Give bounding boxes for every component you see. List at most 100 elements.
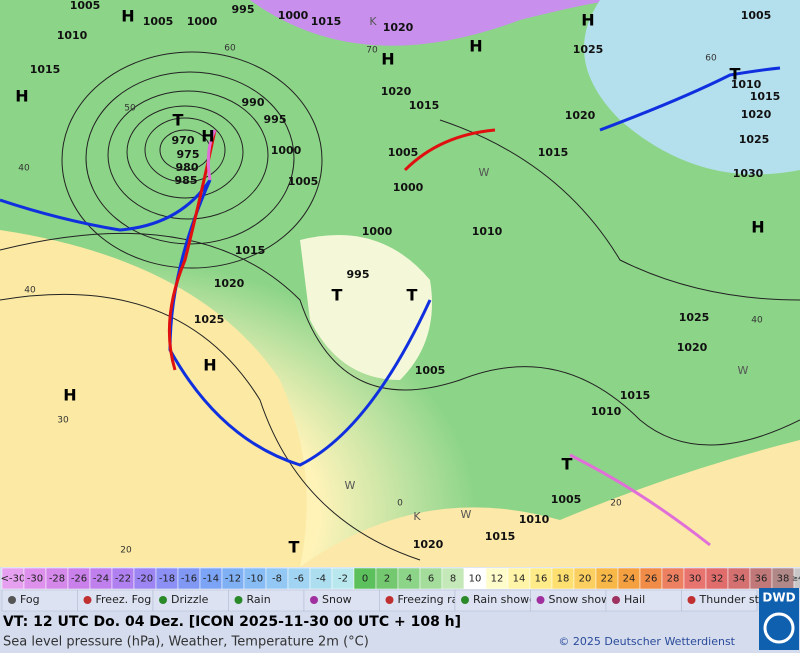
scale-label: 20 — [579, 574, 592, 585]
weather-symbol — [159, 596, 167, 604]
pressure-label: 1010 — [731, 78, 762, 91]
pressure-label: 1000 — [187, 15, 218, 28]
pressure-center: T — [173, 111, 184, 130]
grid-label: 40 — [24, 286, 36, 296]
weather-label: Snow — [322, 593, 352, 606]
logo-box — [759, 588, 799, 650]
pressure-label: 1005 — [70, 0, 101, 12]
weather-symbol — [234, 596, 243, 604]
scale-label: 10 — [469, 574, 482, 585]
weather-symbol — [310, 596, 318, 604]
pressure-label: 1005 — [741, 9, 772, 22]
scale-label: -2 — [338, 574, 348, 585]
pressure-label: 1025 — [679, 311, 710, 324]
grid-label: 40 — [751, 316, 763, 326]
pressure-label: 1005 — [388, 146, 419, 159]
copyright: © 2025 Deutscher Wetterdienst — [558, 635, 735, 648]
pressure-center: T — [730, 65, 741, 84]
weather-symbol — [612, 596, 620, 604]
grid-label: 20 — [610, 499, 622, 509]
weather-symbol — [83, 596, 92, 604]
warm-front — [167, 129, 217, 371]
grid-label: 40 — [18, 164, 30, 174]
weather-symbol — [536, 596, 545, 604]
pressure-center: H — [63, 386, 76, 405]
pressure-center: T — [289, 538, 300, 557]
pressure-label: 1025 — [739, 133, 770, 146]
scale-label: -8 — [272, 574, 282, 585]
pressure-label: 1015 — [485, 530, 516, 543]
pressure-center: H — [121, 7, 134, 26]
scale-label: 30 — [689, 574, 702, 585]
wind-marker: W — [345, 479, 356, 492]
weather-label: Drizzle — [171, 593, 209, 606]
pressure-center: H — [751, 218, 764, 237]
scale-label: 18 — [557, 574, 570, 585]
pressure-label: 1020 — [413, 538, 444, 551]
pressure-label: 975 — [177, 148, 200, 161]
pressure-label: 1015 — [409, 99, 440, 112]
color-swatch — [793, 567, 800, 590]
scale-label: -20 — [137, 574, 153, 585]
scale-label: 28 — [667, 574, 680, 585]
weather-symbol — [687, 596, 696, 604]
scale-label: 2 — [384, 574, 390, 585]
mild-area — [300, 235, 432, 380]
wind-marker: W — [738, 364, 749, 377]
grid-label: 60 — [705, 54, 717, 64]
scale-label: -18 — [159, 574, 175, 585]
grid-label: 50 — [124, 104, 136, 114]
pressure-label: 1030 — [733, 167, 764, 180]
pressure-label: 1015 — [538, 146, 569, 159]
valid-time: VT: 12 UTC Do. 04 Dez. [ICON 2025-11-30 … — [3, 614, 461, 630]
scale-label: 0 — [362, 574, 368, 585]
scale-label: 6 — [428, 574, 434, 585]
wind-marker: K — [369, 15, 377, 28]
grid-label: 70 — [366, 46, 378, 56]
pressure-center: H — [15, 87, 28, 106]
pressure-center: H — [381, 50, 394, 69]
occluded-front — [206, 129, 217, 181]
pressure-label: 1015 — [311, 15, 342, 28]
scale-label: -28 — [49, 574, 65, 585]
warm-front — [403, 128, 496, 172]
pressure-label: 1010 — [472, 225, 503, 238]
weather-symbol — [461, 596, 469, 604]
weather-label: Freezing rain — [398, 593, 469, 606]
pressure-label: 1015 — [235, 244, 266, 257]
pressure-label: 1020 — [565, 109, 596, 122]
pressure-label: 1015 — [750, 90, 781, 103]
scale-label: 8 — [450, 574, 456, 585]
scale-label: -30 — [27, 574, 43, 585]
scale-label: 14 — [513, 574, 526, 585]
grid-label: 0 — [397, 499, 403, 509]
cold-front — [599, 66, 781, 132]
logo: DWD — [762, 591, 795, 605]
pressure-label: 1010 — [591, 405, 622, 418]
pressure-label: 985 — [175, 174, 198, 187]
scale-label: -4 — [316, 574, 326, 585]
wind-marker: K — [413, 510, 421, 523]
grid-label: 30 — [57, 416, 69, 426]
pressure-label: 1000 — [271, 144, 302, 157]
pressure-center: T — [407, 286, 418, 305]
scale-label: 12 — [491, 574, 504, 585]
scale-label: 22 — [601, 574, 614, 585]
weather-label: Snow shower — [549, 593, 622, 606]
scale-label: -10 — [247, 574, 263, 585]
scale-label: 32 — [711, 574, 724, 585]
grid-label: 60 — [224, 44, 236, 54]
pressure-label: 1025 — [573, 43, 604, 56]
pressure-label: 1015 — [30, 63, 61, 76]
pressure-label: 1005 — [288, 175, 319, 188]
pressure-center: T — [562, 455, 573, 474]
pressure-label: 1010 — [519, 513, 550, 526]
scale-label: 24 — [623, 574, 636, 585]
scale-label: -6 — [294, 574, 304, 585]
pressure-label: 995 — [232, 3, 255, 16]
scale-label: -14 — [203, 574, 219, 585]
weather-label: Rain shower — [473, 593, 541, 606]
cold-front — [0, 179, 212, 232]
pressure-label: 1000 — [362, 225, 393, 238]
